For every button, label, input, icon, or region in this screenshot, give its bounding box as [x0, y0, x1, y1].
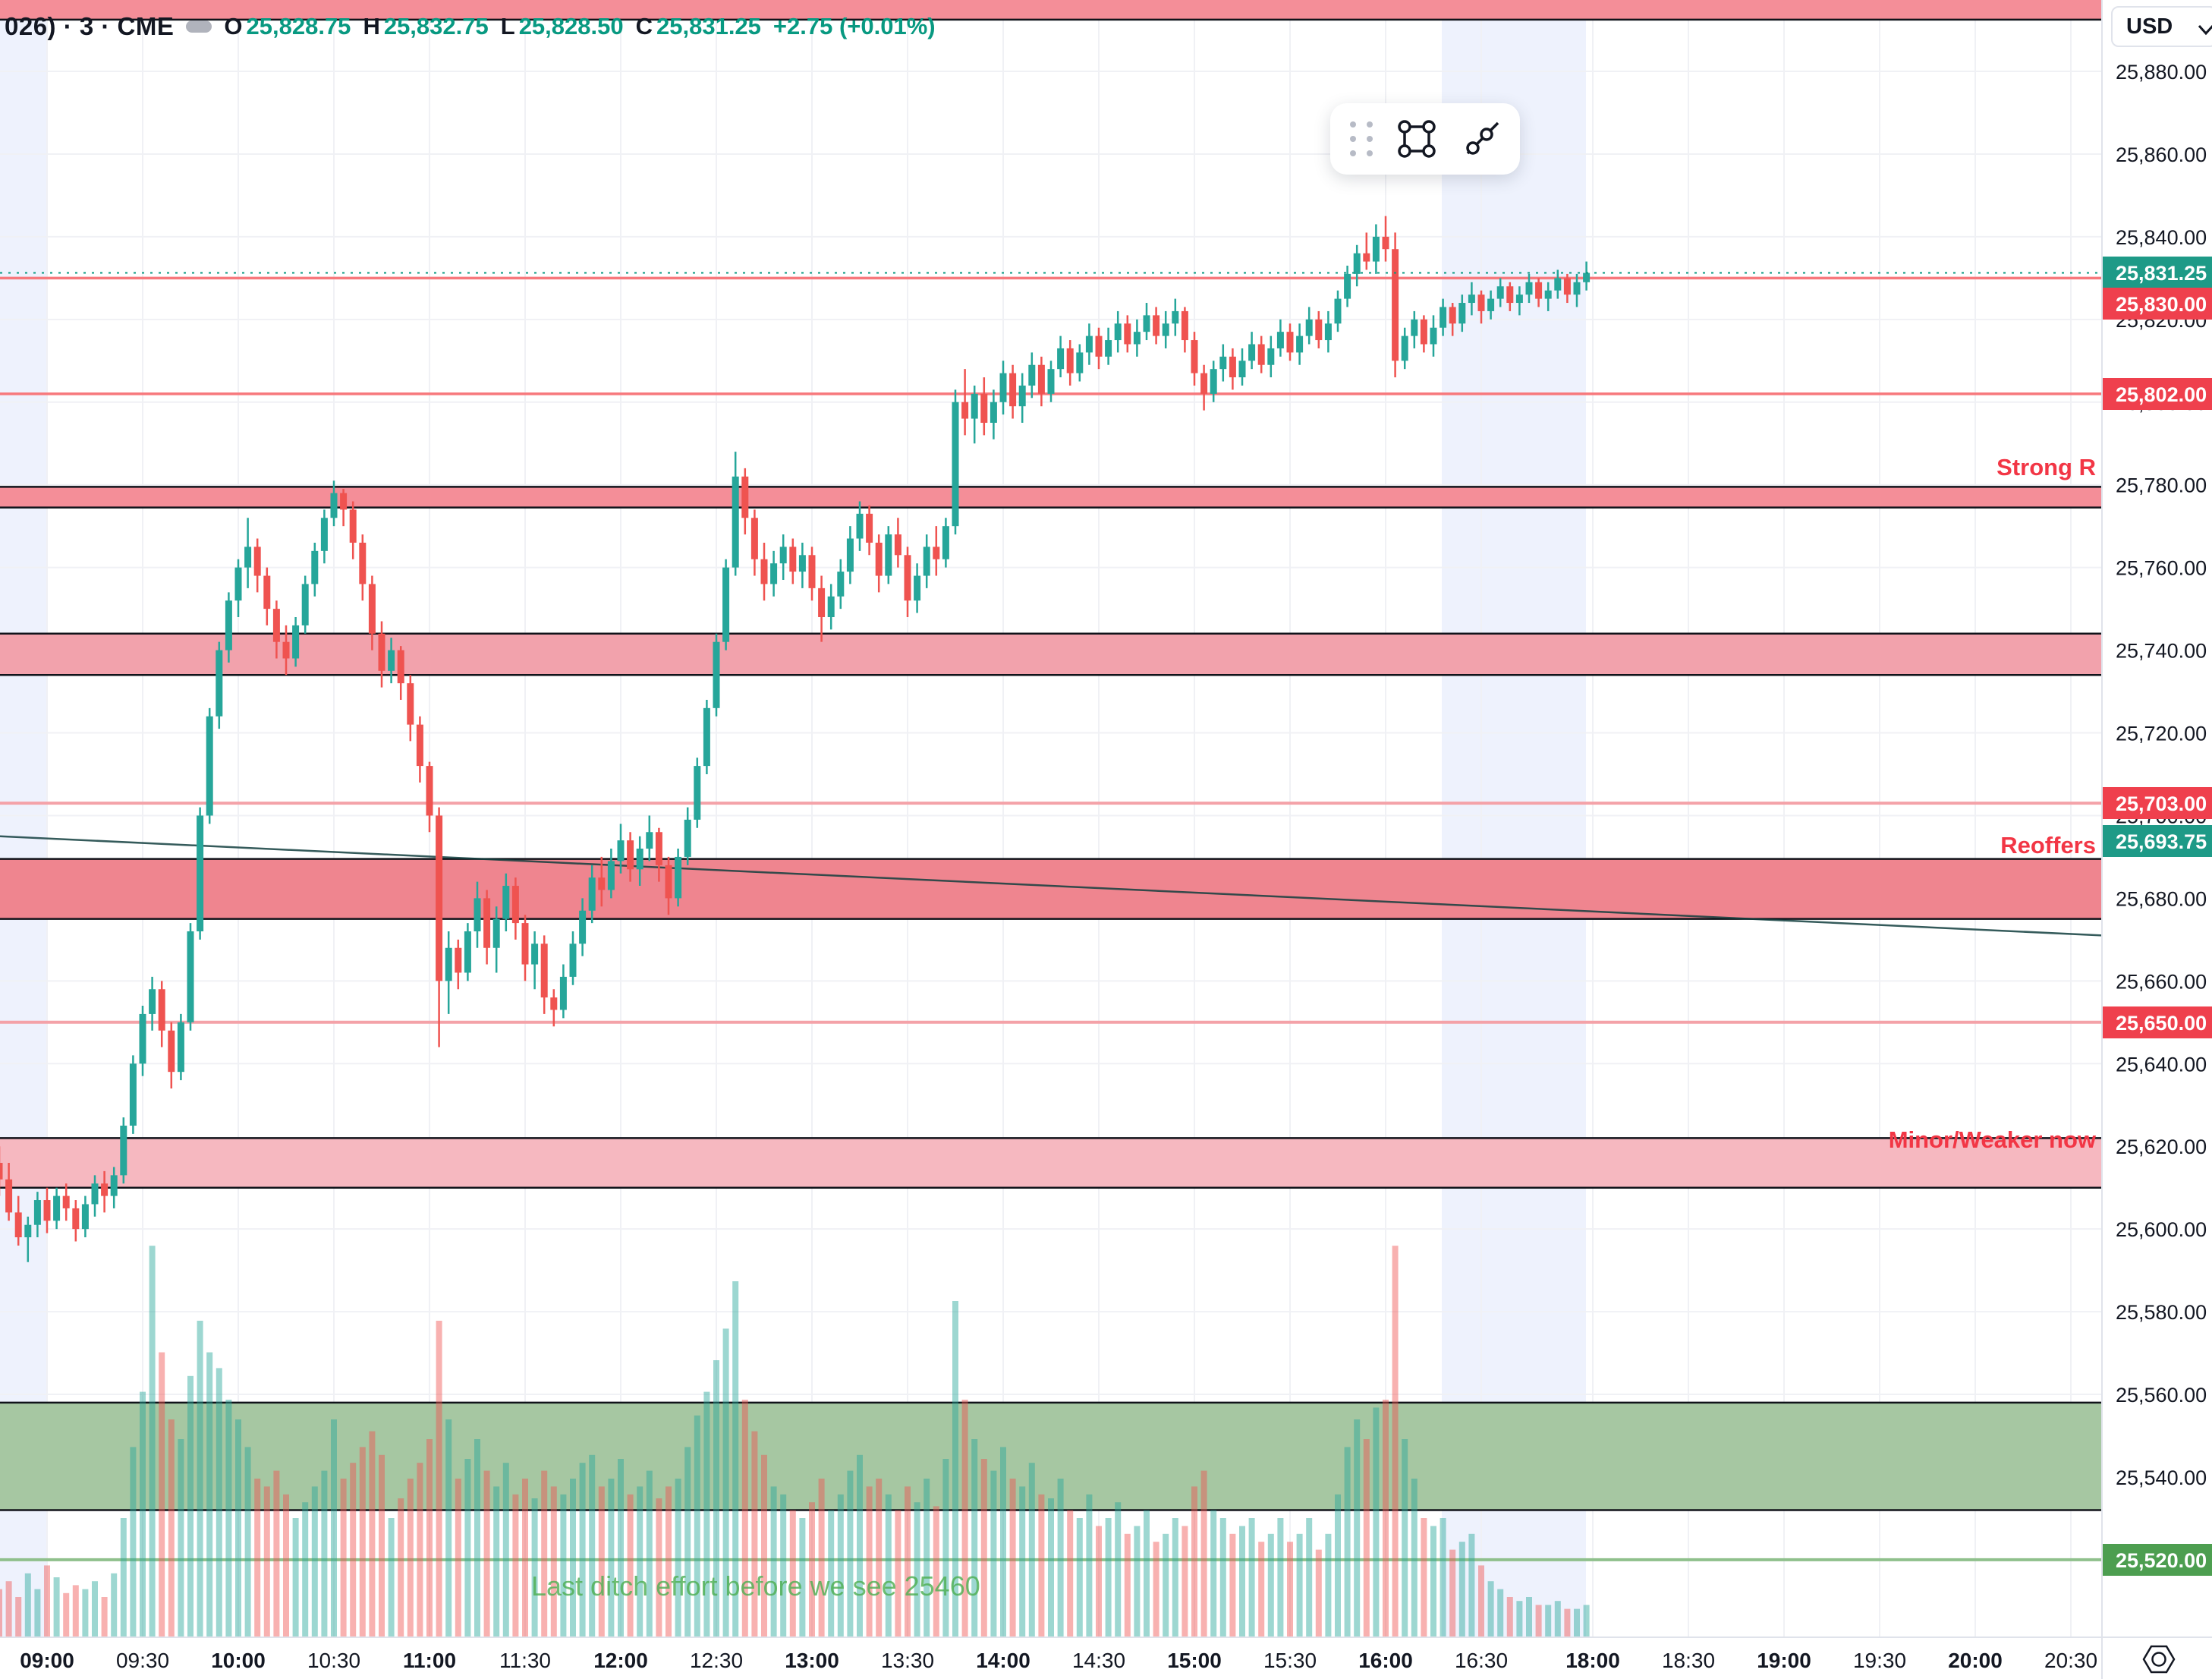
price-axis-label: 25,880.00 — [2116, 61, 2207, 83]
time-axis-label: 11:00 — [403, 1649, 456, 1672]
zone-resistance-25740-zone[interactable] — [0, 632, 2102, 676]
annotation-text[interactable]: Reoffers — [2000, 832, 2096, 858]
price-axis-label: 25,680.00 — [2116, 887, 2207, 910]
price-axis-label: 25,780.00 — [2116, 474, 2207, 497]
low-label: L — [500, 13, 515, 39]
price-badge — [2102, 1006, 2212, 1038]
time-axis-label: 11:30 — [499, 1649, 551, 1672]
annotation-labels[interactable]: Strong R Reoffers Minor/Weaker now Last dit… — [531, 454, 2097, 1602]
time-axis-label: 16:30 — [1455, 1649, 1508, 1672]
price-badge-value: 25,650.00 — [2116, 1012, 2207, 1035]
time-axis-label: 12:00 — [593, 1649, 648, 1672]
price-axis-label: 25,760.00 — [2116, 557, 2207, 580]
time-axis-label: 12:30 — [690, 1649, 743, 1672]
ohlc-close: C 25,831.25 — [636, 13, 761, 40]
annotation-text[interactable]: Strong R — [1996, 454, 2096, 480]
volume-bars — [0, 1246, 1590, 1636]
price-badge — [2102, 257, 2212, 288]
ohlc-low: L 25,828.50 — [501, 13, 624, 40]
time-axis-label: 09:00 — [20, 1649, 74, 1672]
price-badge-value: 25,830.00 — [2116, 293, 2207, 316]
time-axis-label: 18:00 — [1565, 1649, 1620, 1672]
time-axis-label: 16:00 — [1358, 1649, 1413, 1672]
ohlc-high: H 25,832.75 — [363, 13, 488, 40]
price-badge-value: 25,802.00 — [2116, 383, 2207, 406]
ohlc-open: O 25,828.75 — [224, 13, 351, 40]
price-badge — [2102, 787, 2212, 819]
time-axis-label: 10:00 — [211, 1649, 266, 1672]
price-badge-value: 25,703.00 — [2116, 792, 2207, 815]
price-axis-label: 25,600.00 — [2116, 1218, 2207, 1241]
price-badge-value: 25,520.00 — [2116, 1549, 2207, 1572]
trendline-tool-button[interactable] — [1460, 117, 1504, 161]
time-axis-label: 20:30 — [2044, 1649, 2097, 1672]
annotation-text[interactable]: Last ditch effort before we see 25460 — [531, 1570, 980, 1602]
rectangle-icon — [1398, 120, 1436, 158]
price-axis-label: 25,620.00 — [2116, 1136, 2207, 1158]
time-axis-label: 19:30 — [1853, 1649, 1906, 1672]
price-axis-label: 25,660.00 — [2116, 970, 2207, 993]
time-axis-label: 09:30 — [116, 1649, 169, 1672]
time-axis-label: 14:30 — [1072, 1649, 1125, 1672]
price-axis-label: 25,640.00 — [2116, 1053, 2207, 1076]
price-axis-label: 25,560.00 — [2116, 1384, 2207, 1407]
annotation-text[interactable]: Minor/Weaker now — [1889, 1126, 2097, 1153]
zone-minor-weaker-zone[interactable] — [0, 1137, 2102, 1189]
price-axis-label: 25,580.00 — [2116, 1301, 2207, 1324]
time-axis-label: 18:30 — [1662, 1649, 1715, 1672]
time-axis-label: 15:00 — [1167, 1649, 1222, 1672]
grid-lines — [0, 0, 2102, 1637]
price-badge — [2102, 1544, 2212, 1576]
price-badge — [2102, 288, 2212, 320]
time-axis[interactable]: 09:00 09:30 10:00 10:30 11:00 11:30 12:00 12:30… — [20, 1649, 2097, 1672]
time-axis-label: 10:30 — [307, 1649, 360, 1672]
change-value: +2.75 (+0.01%) — [772, 13, 936, 39]
close-label: C — [635, 13, 653, 39]
zone-demand-zone[interactable] — [0, 1401, 2102, 1511]
price-axis-label: 25,720.00 — [2116, 723, 2207, 745]
low-value: 25,828.50 — [518, 13, 624, 39]
gear-icon[interactable] — [2142, 1645, 2176, 1674]
price-badge-value: 25,831.25 — [2116, 262, 2207, 285]
price-axis-label: 25,840.00 — [2116, 226, 2207, 249]
price-badge — [2102, 825, 2212, 857]
time-axis-label: 15:30 — [1263, 1649, 1317, 1672]
symbol-legend: 026) · 3 · CME O 25,828.75 H 25,832.75 L 25… — [5, 12, 936, 41]
price-axis-label: 25,860.00 — [2116, 143, 2207, 166]
drawing-toolbar[interactable] — [1330, 103, 1520, 175]
drag-handle-icon[interactable] — [1350, 121, 1373, 156]
time-axis-bg — [0, 1637, 2212, 1679]
time-axis-label: 13:30 — [881, 1649, 934, 1672]
time-axis-label: 13:00 — [785, 1649, 839, 1672]
close-value: 25,831.25 — [656, 13, 761, 39]
price-badge — [2102, 378, 2212, 410]
time-axis-label: 20:00 — [1948, 1649, 2003, 1672]
symbol-title[interactable]: 026) · 3 · CME — [5, 12, 175, 40]
high-value: 25,832.75 — [383, 13, 489, 39]
zone-reoffers-zone[interactable] — [0, 858, 2102, 920]
trendline-icon — [1466, 121, 1499, 155]
time-axis-label: 19:00 — [1757, 1649, 1811, 1672]
rectangle-tool-button[interactable] — [1395, 117, 1439, 161]
currency-button[interactable]: USD — [2111, 6, 2212, 47]
time-axis-label: 14:00 — [976, 1649, 1030, 1672]
zone-upper-clipped-zone[interactable] — [0, 0, 2102, 21]
price-badge-value: 25,693.75 — [2116, 830, 2207, 853]
open-value: 25,828.75 — [246, 13, 351, 39]
price-badges: 25,831.25 25,830.00 25,802.00 25,703.00 25,6… — [2102, 257, 2212, 1576]
trendline-drawing[interactable] — [0, 835, 2103, 937]
visibility-pill-icon[interactable] — [186, 20, 212, 33]
chevron-down-icon — [2198, 24, 2212, 36]
zone-strong-resistance-zone[interactable] — [0, 486, 2102, 509]
currency-label: USD — [2126, 14, 2173, 39]
high-label: H — [363, 13, 380, 39]
candles-layer — [0, 216, 1591, 1262]
price-axis-label: 25,540.00 — [2116, 1466, 2207, 1489]
open-label: O — [224, 13, 243, 39]
price-axis-label: 25,740.00 — [2116, 640, 2207, 663]
